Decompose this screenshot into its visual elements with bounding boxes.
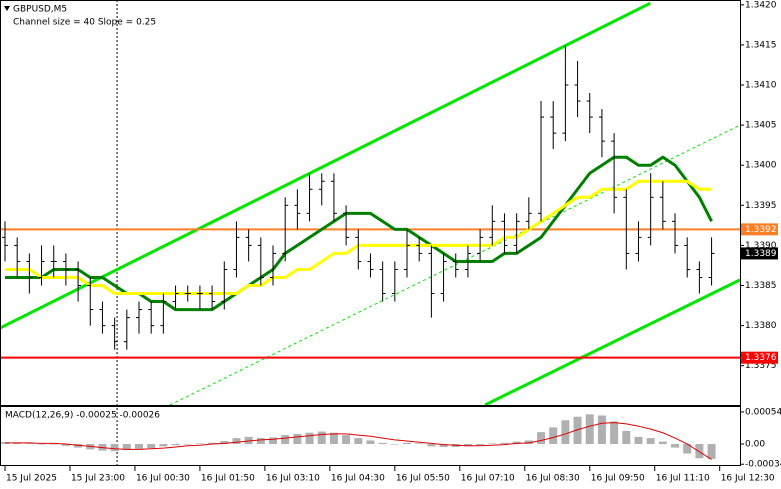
macd-bar xyxy=(244,436,253,445)
channel-line xyxy=(0,1,651,330)
macd-bar xyxy=(220,441,229,445)
level-label: 1.3392 xyxy=(745,225,777,235)
macd-bar xyxy=(488,443,497,445)
macd-bar xyxy=(329,432,338,445)
y-tick-label: 1.3410 xyxy=(745,81,777,91)
macd-bar xyxy=(208,442,217,445)
macd-bar xyxy=(427,444,436,447)
y-tick-label: 1.3400 xyxy=(745,161,777,171)
y-tick-label: 1.3395 xyxy=(745,201,777,211)
macd-bar xyxy=(524,440,533,445)
channel-line xyxy=(484,278,741,407)
macd-signal xyxy=(4,422,712,460)
macd-bar xyxy=(463,444,472,447)
macd-bar xyxy=(415,443,424,445)
macd-bar xyxy=(110,444,119,452)
macd-bar xyxy=(305,432,314,445)
macd-bar xyxy=(171,444,180,446)
macd-bar xyxy=(37,444,46,445)
macd-bar xyxy=(707,444,716,459)
macd-bar xyxy=(61,444,70,446)
macd-bar xyxy=(159,444,168,447)
macd-bar xyxy=(183,444,192,445)
macd-bar xyxy=(342,435,351,445)
current-price-box xyxy=(741,247,778,260)
macd-bar xyxy=(147,444,156,449)
x-tick-label: 16 Jul 05:50 xyxy=(396,474,450,484)
macd-bar xyxy=(439,444,448,447)
level-label-box xyxy=(741,351,778,364)
macd-bar xyxy=(293,433,302,445)
indicator-subtitle: Channel size = 40 Slope = 0.25 xyxy=(13,18,156,28)
y-tick-label: 1.3385 xyxy=(745,281,777,291)
macd-bar xyxy=(269,437,278,445)
main-frame xyxy=(0,0,741,406)
x-tick-label: 16 Jul 11:10 xyxy=(656,474,710,484)
moving-average xyxy=(4,155,713,312)
x-tick-label: 15 Jul 23:00 xyxy=(71,474,125,484)
x-tick-label: 16 Jul 09:50 xyxy=(591,474,645,484)
current-price-label: 1.3389 xyxy=(745,249,777,259)
macd-bar xyxy=(366,440,375,445)
macd-bar xyxy=(634,436,643,445)
macd-bar xyxy=(232,438,241,445)
macd-bar xyxy=(610,421,619,445)
macd-bar xyxy=(25,443,34,445)
symbol-title: GBPUSD,M5 xyxy=(13,5,67,15)
macd-frame xyxy=(0,406,741,466)
y-tick-label: 1.3380 xyxy=(745,321,777,331)
level-label: 1.3376 xyxy=(745,353,777,363)
macd-bar xyxy=(390,444,399,445)
macd-bar xyxy=(549,427,558,445)
macd-bar xyxy=(74,444,83,448)
macd-bar xyxy=(256,438,265,445)
macd-bar xyxy=(646,438,655,445)
x-tick-label: 16 Jul 07:10 xyxy=(461,474,515,484)
channel-line xyxy=(169,124,741,406)
macd-bar xyxy=(695,444,704,459)
symbol-icon xyxy=(4,6,10,11)
macd-bar xyxy=(561,420,570,445)
x-tick-label: 16 Jul 01:50 xyxy=(201,474,255,484)
x-tick-label: 16 Jul 04:30 xyxy=(331,474,385,484)
macd-bar xyxy=(671,444,680,448)
macd-bar xyxy=(537,432,546,445)
x-tick-label: 16 Jul 08:30 xyxy=(526,474,580,484)
macd-bar xyxy=(622,430,631,445)
macd-bar xyxy=(403,442,412,445)
macd-bar xyxy=(512,441,521,445)
macd-bar xyxy=(281,435,290,445)
macd-bar xyxy=(573,416,582,445)
macd-bar xyxy=(476,444,485,446)
x-tick-label: 16 Jul 00:30 xyxy=(136,474,190,484)
macd-bar xyxy=(597,415,606,445)
y-tick-label: 1.3375 xyxy=(745,361,777,371)
y-tick-label: 1.3415 xyxy=(745,40,777,50)
macd-bar xyxy=(317,431,326,445)
macd-bar xyxy=(122,444,131,450)
macd-bar xyxy=(135,444,144,449)
macd-bar xyxy=(585,414,594,445)
y-tick-label: 0.00 xyxy=(745,440,765,450)
macd-bar xyxy=(658,441,667,445)
macd-bar xyxy=(195,443,204,445)
macd-bar xyxy=(683,444,692,454)
level-label-box xyxy=(741,223,778,236)
macd-bar xyxy=(49,444,58,445)
macd-bar xyxy=(500,442,509,445)
macd-title: MACD(12,26,9) -0.00025 -0.00026 xyxy=(5,411,160,421)
macd-bar xyxy=(378,442,387,445)
macd-bar xyxy=(13,442,22,445)
x-tick-label: 16 Jul 03:10 xyxy=(266,474,320,484)
x-tick-label: 15 Jul 2025 xyxy=(6,474,57,484)
macd-bar xyxy=(354,438,363,445)
y-tick-label: 1.3405 xyxy=(745,121,777,131)
y-tick-label: -0.00034 xyxy=(745,460,781,470)
y-tick-label: 1.3390 xyxy=(745,241,777,251)
y-tick-label: 0.00054 xyxy=(745,407,781,417)
x-tick-label: 16 Jul 12:30 xyxy=(721,474,775,484)
y-tick-label: 1.3420 xyxy=(745,0,777,10)
